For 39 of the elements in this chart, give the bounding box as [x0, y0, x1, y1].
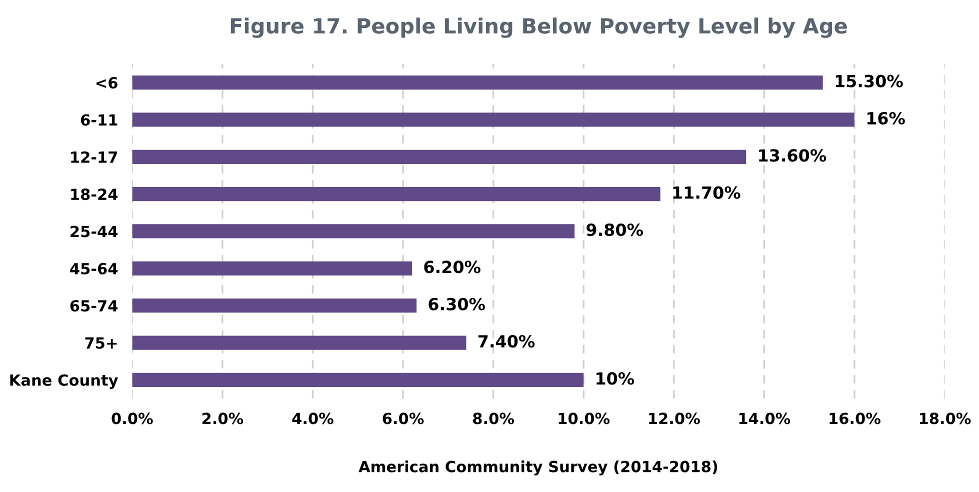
bar	[132, 298, 417, 313]
data-label: 10%	[596, 372, 634, 385]
data-label: 13.60%	[759, 149, 826, 162]
x-tick-label: 6.0%	[382, 412, 424, 424]
bar	[132, 112, 854, 127]
y-tick-label: 6-11	[80, 114, 118, 126]
y-tick-label: <6	[96, 77, 118, 89]
y-tick-label: 75+	[85, 337, 117, 349]
bar	[132, 150, 746, 164]
data-label: 16%	[867, 112, 905, 125]
data-label: 6.20%	[424, 260, 480, 274]
bar	[132, 187, 660, 202]
y-tick-label: Kane County	[10, 374, 118, 389]
y-tick-label: 65-74	[70, 300, 118, 312]
bar	[132, 336, 466, 350]
bar	[132, 372, 584, 387]
chart-title: Figure 17. People Living Below Poverty Level by Age	[230, 18, 847, 38]
x-tick-label: 4.0%	[292, 412, 334, 424]
y-tick-label: 45-64	[70, 262, 118, 274]
y-tick-label: 25-44	[70, 226, 118, 238]
data-label: 7.40%	[478, 334, 535, 348]
x-tick-label: 14.0%	[739, 412, 790, 424]
data-label: 11.70%	[673, 186, 740, 199]
x-tick-label: 8.0%	[473, 412, 514, 424]
y-tick-label: 18-24	[71, 188, 118, 200]
data-label: 15.30%	[836, 74, 903, 88]
x-axis-title: American Community Survey (2014-2018)	[358, 460, 718, 476]
x-tick-label: 0.0%	[112, 412, 153, 424]
x-tick-label: 18.0%	[920, 412, 971, 424]
bar	[132, 75, 823, 90]
x-tick-label: 2.0%	[202, 412, 244, 424]
bar	[132, 224, 575, 238]
data-label: 6.30%	[428, 298, 485, 310]
y-tick-label: 12-17	[71, 151, 118, 163]
x-tick-label: 16.0%	[830, 412, 880, 424]
x-tick-label: 12.0%	[649, 412, 700, 424]
x-tick-label: 10.0%	[558, 412, 610, 424]
data-label: 9.80%	[586, 223, 643, 236]
bar	[132, 261, 412, 276]
